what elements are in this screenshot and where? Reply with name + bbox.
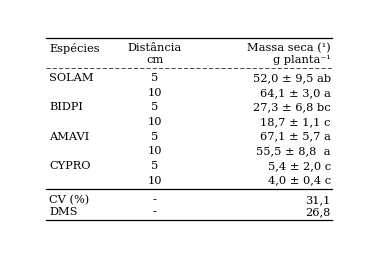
Text: 10: 10 bbox=[148, 176, 162, 186]
Text: 5: 5 bbox=[151, 132, 158, 142]
Text: 27,3 ± 6,8 bc: 27,3 ± 6,8 bc bbox=[253, 102, 331, 113]
Text: 10: 10 bbox=[148, 117, 162, 127]
Text: CYPRO: CYPRO bbox=[49, 161, 90, 171]
Text: 31,1: 31,1 bbox=[305, 196, 331, 206]
Text: g planta⁻¹: g planta⁻¹ bbox=[273, 55, 331, 65]
Text: 18,7 ± 1,1 c: 18,7 ± 1,1 c bbox=[260, 117, 331, 127]
Text: 5: 5 bbox=[151, 102, 158, 113]
Text: 5: 5 bbox=[151, 161, 158, 171]
Text: cm: cm bbox=[146, 55, 163, 65]
Text: Espécies: Espécies bbox=[49, 43, 100, 54]
Text: 10: 10 bbox=[148, 88, 162, 98]
Text: 4,0 ± 0,4 c: 4,0 ± 0,4 c bbox=[268, 176, 331, 186]
Text: 5,4 ± 2,0 c: 5,4 ± 2,0 c bbox=[268, 161, 331, 171]
Text: 52,0 ± 9,5 ab: 52,0 ± 9,5 ab bbox=[252, 73, 331, 83]
Text: SOLAM: SOLAM bbox=[49, 73, 93, 83]
Text: -: - bbox=[153, 196, 157, 206]
Text: 5: 5 bbox=[151, 73, 158, 83]
Text: BIDPI: BIDPI bbox=[49, 102, 83, 113]
Text: Distância: Distância bbox=[128, 43, 182, 53]
Text: 26,8: 26,8 bbox=[305, 207, 331, 217]
Text: DMS: DMS bbox=[49, 207, 77, 217]
Text: Massa seca (¹): Massa seca (¹) bbox=[247, 43, 331, 53]
Text: CV (%): CV (%) bbox=[49, 196, 89, 206]
Text: 55,5 ± 8,8  a: 55,5 ± 8,8 a bbox=[256, 146, 331, 156]
Text: 10: 10 bbox=[148, 146, 162, 156]
Text: 64,1 ± 3,0 a: 64,1 ± 3,0 a bbox=[260, 88, 331, 98]
Text: -: - bbox=[153, 207, 157, 217]
Text: 67,1 ± 5,7 a: 67,1 ± 5,7 a bbox=[260, 132, 331, 142]
Text: AMAVI: AMAVI bbox=[49, 132, 89, 142]
